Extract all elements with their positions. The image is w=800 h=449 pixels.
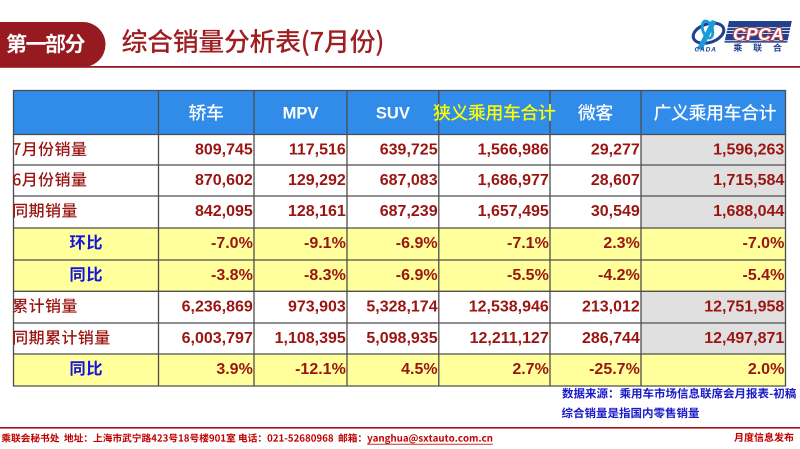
svg-text:6,236,869: 6,236,869: [182, 299, 253, 316]
svg-text:MPV: MPV: [283, 104, 319, 122]
svg-text:286,744: 286,744: [582, 330, 640, 347]
svg-text:-6.9%: -6.9%: [396, 235, 438, 252]
svg-text:1,566,986: 1,566,986: [478, 142, 549, 159]
svg-text:-9.1%: -9.1%: [304, 235, 346, 252]
svg-text:12,751,958: 12,751,958: [704, 299, 784, 316]
svg-text:2.3%: 2.3%: [603, 235, 639, 252]
svg-text:1,686,977: 1,686,977: [478, 172, 549, 189]
svg-text:29,277: 29,277: [591, 142, 640, 159]
svg-text:-4.2%: -4.2%: [598, 267, 640, 284]
svg-text:687,083: 687,083: [380, 172, 438, 189]
svg-text:213,012: 213,012: [582, 299, 640, 316]
svg-text:3.9%: 3.9%: [216, 361, 252, 378]
svg-text:2.0%: 2.0%: [748, 361, 784, 378]
svg-text:128,161: 128,161: [288, 203, 346, 220]
svg-text:1,688,044: 1,688,044: [713, 203, 784, 220]
svg-text:SUV: SUV: [376, 104, 410, 122]
svg-text:973,903: 973,903: [288, 299, 346, 316]
svg-text:-25.7%: -25.7%: [589, 361, 640, 378]
svg-text:CADA: CADA: [695, 47, 717, 54]
svg-text:-7.0%: -7.0%: [743, 235, 785, 252]
svg-text:809,745: 809,745: [195, 142, 253, 159]
svg-text:-6.9%: -6.9%: [396, 267, 438, 284]
svg-text:28,607: 28,607: [591, 172, 640, 189]
svg-text:12,211,127: 12,211,127: [470, 330, 549, 347]
svg-text:1,657,495: 1,657,495: [478, 203, 549, 220]
svg-text:1,108,395: 1,108,395: [275, 330, 346, 347]
svg-text:842,095: 842,095: [195, 203, 253, 220]
svg-text:-7.0%: -7.0%: [211, 235, 253, 252]
svg-text:129,292: 129,292: [288, 172, 346, 189]
svg-text:5,328,174: 5,328,174: [366, 299, 437, 316]
svg-text:687,239: 687,239: [380, 203, 438, 220]
svg-text:-5.4%: -5.4%: [743, 267, 785, 284]
svg-text:870,602: 870,602: [195, 172, 253, 189]
svg-text:4.5%: 4.5%: [401, 361, 437, 378]
svg-text:-8.3%: -8.3%: [304, 267, 346, 284]
svg-text:12,497,871: 12,497,871: [704, 330, 784, 347]
svg-text:12,538,946: 12,538,946: [469, 299, 549, 316]
svg-text:6,003,797: 6,003,797: [182, 330, 253, 347]
svg-text:1,596,263: 1,596,263: [713, 142, 784, 159]
svg-text:639,725: 639,725: [380, 142, 438, 159]
svg-text:1,715,584: 1,715,584: [713, 172, 784, 189]
svg-text:2.7%: 2.7%: [512, 361, 548, 378]
svg-text:-12.1%: -12.1%: [295, 361, 346, 378]
svg-text:-7.1%: -7.1%: [507, 235, 549, 252]
svg-text:5,098,935: 5,098,935: [366, 330, 437, 347]
svg-text:117,516: 117,516: [289, 142, 346, 159]
svg-text:CPCA: CPCA: [733, 24, 784, 44]
svg-text:-5.5%: -5.5%: [507, 267, 549, 284]
svg-text:-3.8%: -3.8%: [211, 267, 253, 284]
svg-text:30,549: 30,549: [591, 203, 640, 220]
